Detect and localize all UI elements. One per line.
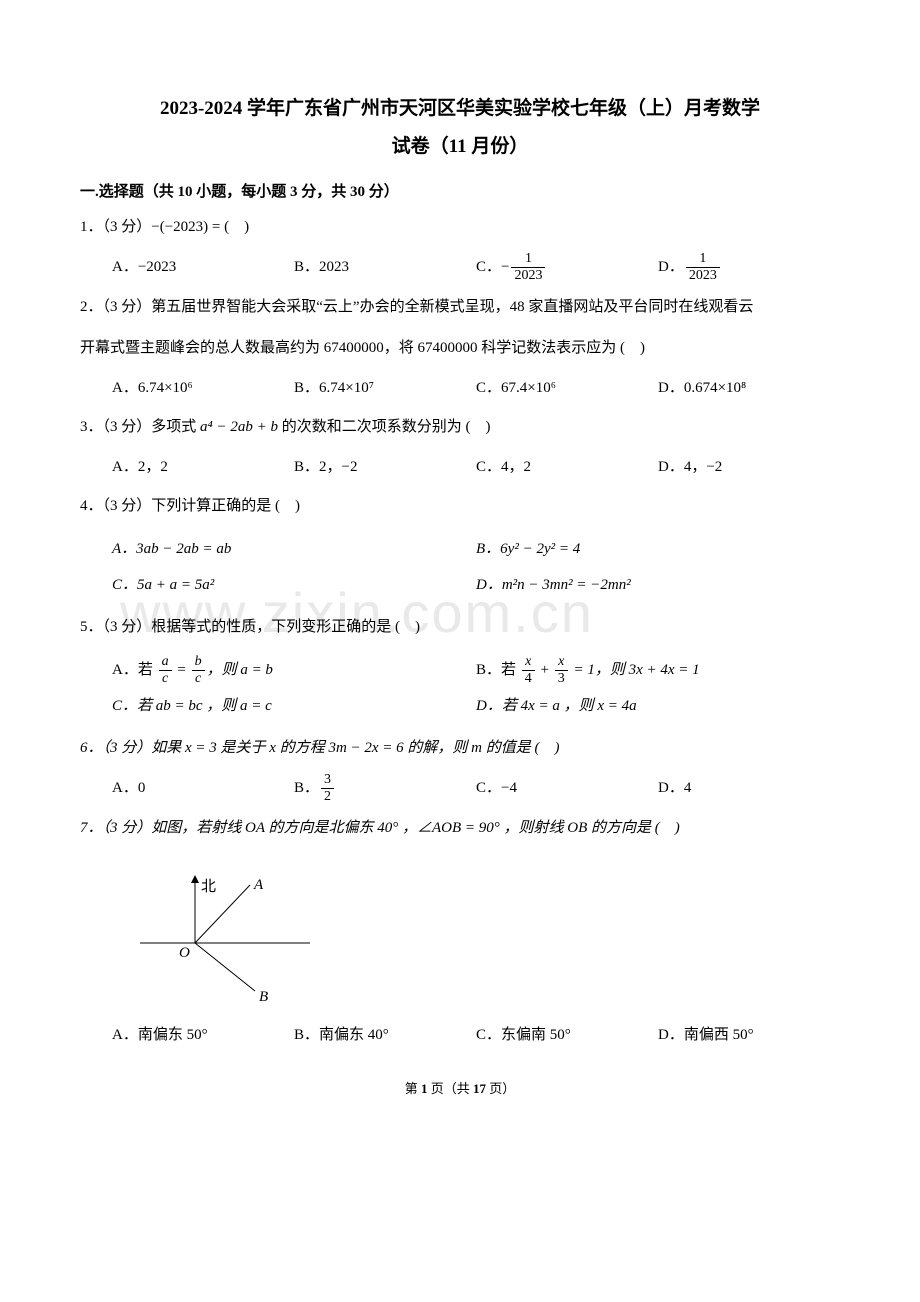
footer-pre: 第 — [405, 1081, 421, 1096]
q6-opt-c: C．−4 — [476, 773, 658, 804]
svg-text:B: B — [259, 989, 268, 1005]
question-7: 7．（3 分）如图，若射线 OA 的方向是北偏东 40° ，∠AOB = 90°… — [80, 812, 840, 845]
q7-opt-a: A．南偏东 50° — [112, 1020, 294, 1050]
footer-post: 页） — [486, 1081, 515, 1096]
q6-b-pre: B． — [294, 780, 319, 796]
q3-opt-b: B．2，−2 — [294, 452, 476, 482]
q1-stem-math: −(−2023) = ( ) — [151, 219, 249, 235]
q3-opt-a: A．2，2 — [112, 452, 294, 482]
q3-options: A．2，2 B．2，−2 C．4，2 D．4，−2 — [80, 452, 840, 482]
footer-mid: 页（共 — [427, 1081, 473, 1096]
q3-pre: 3．（3 分）多项式 — [80, 419, 200, 435]
q4-options: A．3ab − 2ab = ab B．6y² − 2y² = 4 C．5a + … — [80, 531, 840, 603]
q3-math: a⁴ − 2ab + b — [200, 419, 278, 435]
question-4: 4．（3 分）下列计算正确的是 ( ) — [80, 490, 840, 523]
q3-opt-d: D．4，−2 — [658, 452, 840, 482]
title-line2: 试卷（11 月份） — [80, 128, 840, 166]
q1-options: A．−2023 B．2023 C．−12023 D．12023 — [80, 252, 840, 283]
q5-b-num2: x — [555, 655, 568, 671]
q2-opt-a: A．6.74×10⁶ — [112, 373, 294, 403]
q6-opt-d: D．4 — [658, 773, 840, 804]
q5-a-pre: A．若 — [112, 662, 157, 678]
q5-a-mid: = — [174, 662, 190, 678]
q5-a-den2: c — [192, 671, 205, 686]
q5-b-den2: 3 — [555, 671, 568, 686]
q7-options: A．南偏东 50° B．南偏东 40° C．东偏南 50° D．南偏西 50° — [80, 1020, 840, 1050]
q1-d-den: 2023 — [686, 268, 720, 283]
svg-text:北: 北 — [201, 878, 216, 895]
q4-opt-c: C．5a + a = 5a² — [112, 567, 476, 603]
q2-opt-d: D．0.674×10⁸ — [658, 373, 840, 403]
q1-c-sign: − — [501, 259, 509, 275]
q7-diagram: 北 A B O — [140, 855, 840, 1010]
question-6: 6．（3 分）如果 x = 3 是关于 x 的方程 3m − 2x = 6 的解… — [80, 732, 840, 765]
q4-opt-a: A．3ab − 2ab = ab — [112, 531, 476, 567]
q1-opt-d: D．12023 — [658, 252, 840, 283]
q5-a-num2: b — [192, 655, 205, 671]
q4-opt-b: B．6y² − 2y² = 4 — [476, 531, 840, 567]
q5-opt-d: D．若 4x = a ，则 x = 4a — [476, 688, 840, 724]
q1-c-num: 1 — [511, 252, 545, 268]
q1-d-num: 1 — [686, 252, 720, 268]
q1-d-pre: D． — [658, 259, 684, 275]
q1-c-den: 2023 — [511, 268, 545, 283]
q5-a-post: ，则 a = b — [207, 662, 273, 678]
q1-c-pre: C． — [476, 259, 501, 275]
q5-opt-c: C．若 ab = bc ，则 a = c — [112, 688, 476, 724]
q5-a-den1: c — [159, 671, 172, 686]
q2-options: A．6.74×10⁶ B．6.74×10⁷ C．67.4×10⁶ D．0.674… — [80, 373, 840, 403]
footer-total: 17 — [473, 1081, 486, 1096]
q5-a-num1: a — [159, 655, 172, 671]
svg-text:O: O — [179, 945, 190, 961]
section-1-heading: 一.选择题（共 10 小题，每小题 3 分，共 30 分） — [80, 180, 840, 201]
q5-b-den1: 4 — [522, 671, 535, 686]
q5-b-mid: + — [537, 662, 553, 678]
q1-opt-b: B．2023 — [294, 252, 476, 283]
q2-opt-c: C．67.4×10⁶ — [476, 373, 658, 403]
q6-opt-a: A．0 — [112, 773, 294, 804]
q6-options: A．0 B．32 C．−4 D．4 — [80, 773, 840, 804]
q4-opt-d: D．m²n − 3mn² = −2mn² — [476, 567, 840, 603]
q5-b-eq: = 1，则 3x + 4x = 1 — [570, 662, 700, 678]
q1-opt-a: A．−2023 — [112, 252, 294, 283]
q5-b-num1: x — [522, 655, 535, 671]
compass-diagram-svg: 北 A B O — [140, 855, 310, 1005]
q1-stem-pre: 1．（3 分） — [80, 219, 151, 235]
q7-opt-c: C．东偏南 50° — [476, 1020, 658, 1050]
q5-options: A．若 ac = bc，则 a = b B．若 x4 + x3 = 1，则 3x… — [80, 652, 840, 724]
question-1: 1．（3 分）−(−2023) = ( ) — [80, 211, 840, 244]
q2-opt-b: B．6.74×10⁷ — [294, 373, 476, 403]
q3-post: 的次数和二次项系数分别为 ( ) — [278, 419, 491, 435]
q6-b-den: 2 — [321, 789, 334, 804]
question-3: 3．（3 分）多项式 a⁴ − 2ab + b 的次数和二次项系数分别为 ( ) — [80, 411, 840, 444]
q5-b-pre: B．若 — [476, 662, 520, 678]
svg-text:A: A — [253, 877, 264, 893]
title-line1: 2023-2024 学年广东省广州市天河区华美实验学校七年级（上）月考数学 — [80, 90, 840, 128]
q1-opt-c: C．−12023 — [476, 252, 658, 283]
q5-opt-b: B．若 x4 + x3 = 1，则 3x + 4x = 1 — [476, 652, 840, 688]
page-footer: 第 1 页（共 17 页） — [80, 1078, 840, 1097]
q5-opt-a: A．若 ac = bc，则 a = b — [112, 652, 476, 688]
question-2-line1: 2．（3 分）第五届世界智能大会采取“云上”办会的全新模式呈现，48 家直播网站… — [80, 291, 840, 324]
question-5: 5．（3 分）根据等式的性质，下列变形正确的是 ( ) — [80, 611, 840, 644]
q7-opt-d: D．南偏西 50° — [658, 1020, 840, 1050]
q6-b-num: 3 — [321, 773, 334, 789]
q6-opt-b: B．32 — [294, 773, 476, 804]
q7-opt-b: B．南偏东 40° — [294, 1020, 476, 1050]
q3-opt-c: C．4，2 — [476, 452, 658, 482]
question-2-line2: 开幕式暨主题峰会的总人数最高约为 67400000，将 67400000 科学记… — [80, 332, 840, 365]
